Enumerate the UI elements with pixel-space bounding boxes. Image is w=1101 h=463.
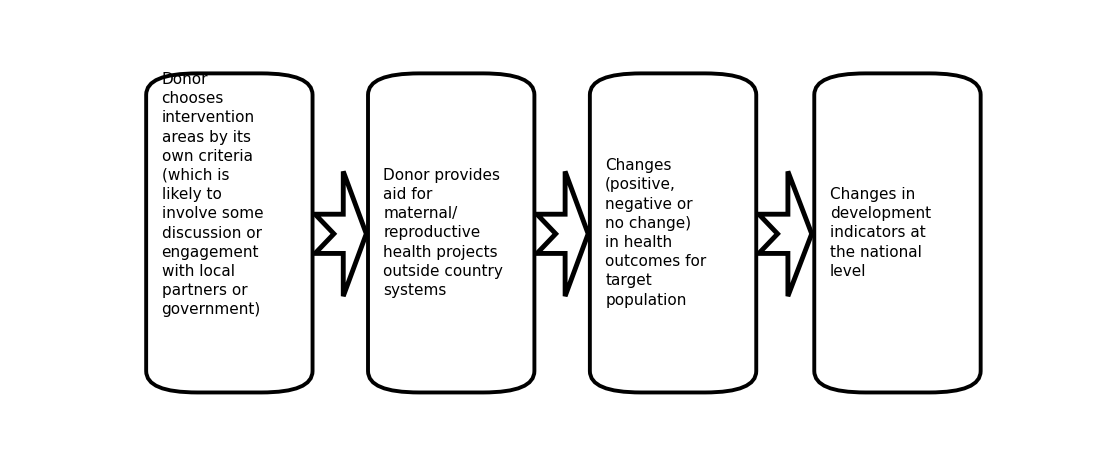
Text: Changes in
development
indicators at
the national
level: Changes in development indicators at the… <box>830 187 930 279</box>
Text: Changes
(positive,
negative or
no change)
in health
outcomes for
target
populati: Changes (positive, negative or no change… <box>606 158 707 307</box>
FancyBboxPatch shape <box>146 73 313 393</box>
FancyBboxPatch shape <box>590 73 756 393</box>
Text: Donor provides
aid for
maternal/
reproductive
health projects
outside country
sy: Donor provides aid for maternal/ reprodu… <box>383 168 503 298</box>
Polygon shape <box>537 171 588 296</box>
Polygon shape <box>315 171 367 296</box>
Text: Donor
chooses
intervention
areas by its
own criteria
(which is
likely to
involve: Donor chooses intervention areas by its … <box>162 72 263 317</box>
FancyBboxPatch shape <box>815 73 981 393</box>
FancyBboxPatch shape <box>368 73 534 393</box>
Polygon shape <box>759 171 811 296</box>
